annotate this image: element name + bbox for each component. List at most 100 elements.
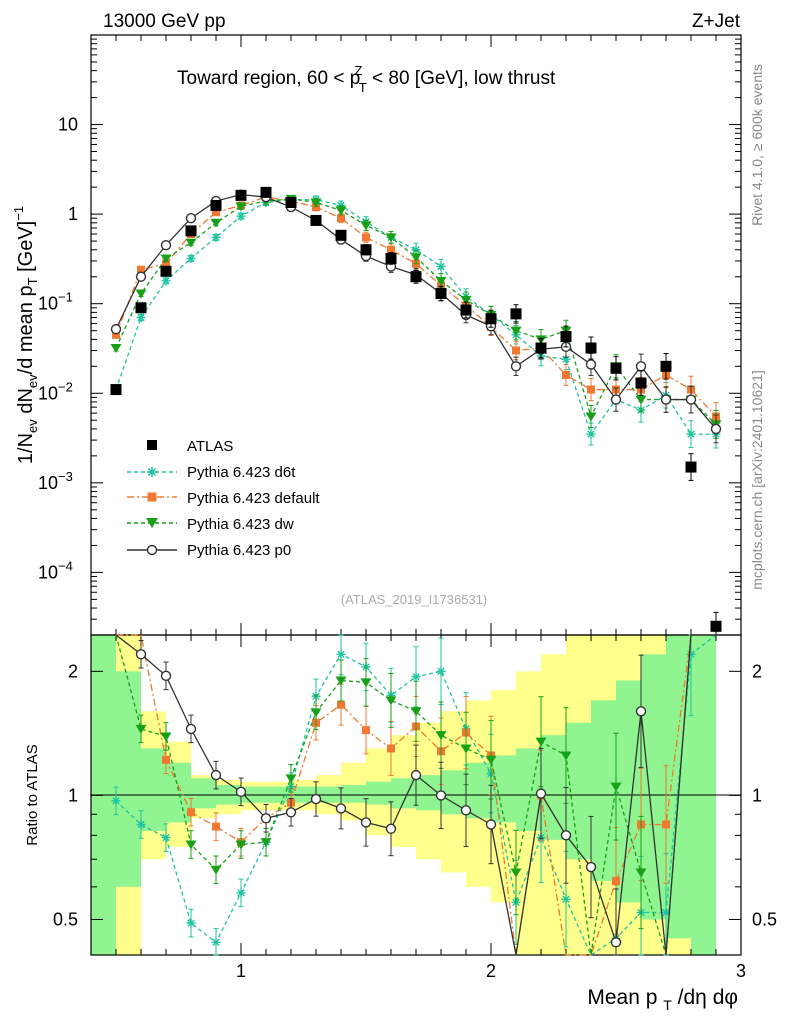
main-point-ATLAS	[110, 384, 122, 396]
legend-entry-dw: Pythia 6.423 dw	[127, 516, 294, 533]
main-point-d6t	[686, 429, 696, 439]
main-point-dw	[360, 221, 372, 231]
ratio-point-d6t	[336, 649, 346, 659]
xlabel-sub: T	[663, 997, 672, 1013]
ratio-point-p0	[310, 793, 322, 805]
ratio-point-p0	[460, 805, 472, 816]
ratio-point-p0	[560, 830, 572, 841]
main-point-dw	[135, 289, 147, 299]
ratio-ytick-label-right-2: 2	[752, 661, 762, 681]
band-green-21	[616, 680, 641, 903]
legend-entry-p0: Pythia 6.423 p0	[127, 542, 291, 559]
main-ytick-label-3: 10−2	[38, 379, 73, 403]
main-point-p0	[510, 361, 522, 372]
ratio-point-p0	[485, 819, 497, 830]
band-green-22	[641, 654, 666, 920]
title-sub: T	[359, 80, 367, 95]
main-point-dw	[310, 198, 322, 208]
main-point-dw	[185, 238, 197, 248]
legend-marker-atlas	[147, 440, 157, 450]
band-green-4	[191, 778, 216, 809]
ratio-point-dw	[410, 707, 422, 717]
main-series-ATLAS	[110, 186, 722, 636]
ratio-point-p0	[210, 769, 222, 781]
ratio-y-axis-label: Ratio to ATLAS	[24, 744, 41, 845]
legend-entry-d6t: Pythia 6.423 d6t	[127, 464, 296, 481]
ratio-point-p0	[435, 790, 447, 801]
ratio-point-d6t	[411, 672, 421, 682]
ratio-point-dw	[560, 751, 572, 761]
band-green-1	[116, 671, 141, 887]
main-point-ATLAS	[310, 214, 322, 226]
main-point-ATLAS	[710, 620, 722, 632]
ratio-point-d6t	[236, 888, 246, 898]
ratio-point-default	[187, 808, 195, 817]
main-point-ATLAS	[410, 271, 422, 283]
main-series-layer	[110, 186, 722, 636]
ratio-point-d6t	[186, 918, 196, 928]
main-ytick-label-4: 10−3	[38, 469, 73, 493]
x-tick-label-0: 1	[236, 961, 246, 981]
main-point-dw	[510, 326, 522, 336]
main-point-p0	[110, 323, 122, 335]
main-series-dw	[110, 194, 722, 439]
main-point-ATLAS	[535, 342, 547, 354]
ratio-point-p0	[360, 817, 372, 828]
main-point-default	[387, 245, 395, 254]
ratio-point-default	[162, 755, 170, 764]
title-pre: Toward region, 60 < p	[177, 68, 360, 89]
main-point-p0	[160, 239, 172, 251]
ratio-point-dw	[610, 782, 622, 792]
main-point-default	[337, 214, 345, 223]
main-y-axis-label: 1/Nev dNev/d mean pT [GeV]−1	[11, 206, 40, 464]
main-axis-ticks: 10 1 10−1 10−2 10−3 10−4	[38, 34, 742, 636]
xlabel-pre: Mean p	[587, 986, 657, 1009]
main-point-dw	[110, 344, 122, 354]
main-point-default	[587, 385, 595, 394]
main-point-p0	[685, 394, 697, 405]
main-point-dw	[460, 295, 472, 305]
ratio-point-dw	[135, 724, 147, 734]
main-point-default	[112, 330, 120, 339]
main-point-d6t	[161, 276, 171, 286]
ratio-point-p0	[135, 649, 147, 660]
main-point-default	[212, 208, 220, 217]
main-point-d6t	[436, 262, 446, 272]
x-tick-label-1: 2	[486, 961, 496, 981]
x-tick-label-2: 3	[736, 961, 746, 981]
main-point-ATLAS	[185, 225, 197, 237]
ratio-point-dw	[185, 840, 197, 850]
ratio-point-d6t	[161, 833, 171, 843]
legend-label-d6t: Pythia 6.423 d6t	[187, 464, 296, 481]
ratio-point-p0	[585, 861, 597, 873]
ratio-point-dw	[460, 744, 472, 754]
ratio-point-dw	[535, 737, 547, 747]
band-green-20	[591, 700, 616, 881]
ratio-point-default	[612, 876, 620, 885]
main-point-dw	[160, 254, 172, 264]
main-ytick-label-2: 10−1	[38, 290, 73, 314]
main-point-ATLAS	[260, 186, 272, 198]
header-energy-label: 13000 GeV pp	[103, 11, 226, 32]
ratio-point-default	[662, 820, 670, 829]
main-point-ATLAS	[585, 342, 597, 354]
header-process-label: Z+Jet	[692, 11, 741, 32]
main-point-ATLAS	[335, 229, 347, 241]
ratio-point-dw	[435, 731, 447, 741]
ratio-point-dw	[485, 755, 497, 765]
ratio-point-p0	[285, 807, 297, 818]
main-point-p0	[610, 394, 622, 405]
main-line-dw	[115, 198, 717, 425]
main-point-dw	[235, 202, 247, 212]
ratio-point-dw	[260, 838, 272, 848]
ratio-axis-ticks: 1 2 3 0.5 0.5 1 1 2 2	[53, 635, 777, 981]
main-point-dw	[335, 206, 347, 216]
main-point-dw	[585, 412, 597, 422]
title-sup: Z	[355, 63, 363, 78]
ratio-point-dw	[385, 696, 397, 706]
x-axis-label: Mean p T /dη dφ	[587, 986, 738, 1015]
ratio-point-dw	[210, 865, 222, 875]
main-point-default	[562, 370, 570, 379]
legend-marker-d6t	[147, 467, 157, 477]
